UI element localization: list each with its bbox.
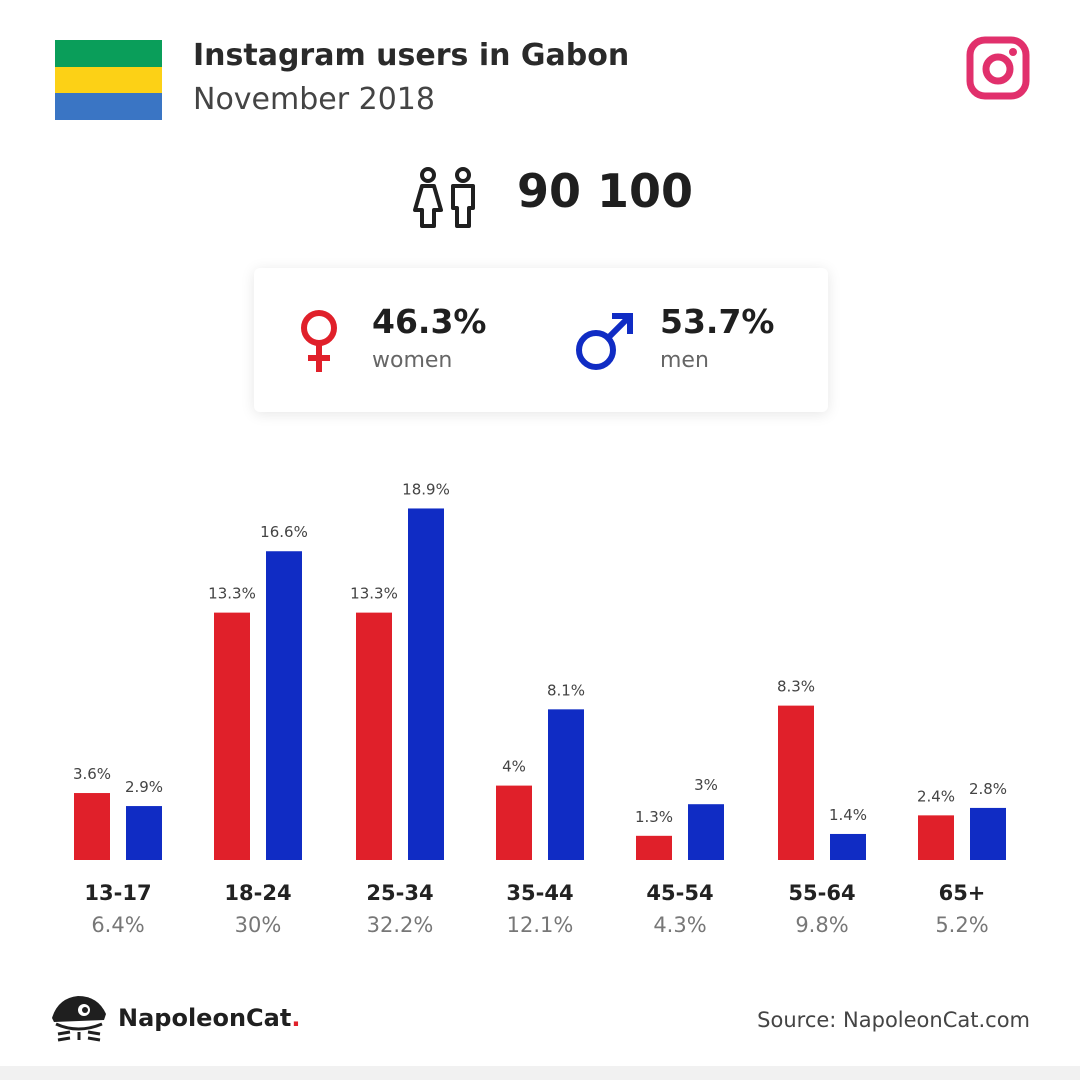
bar-18-24-series-1 xyxy=(266,551,302,860)
bar-55-64-series-1 xyxy=(830,833,866,860)
female-symbol-icon xyxy=(301,310,337,372)
age-group-total: 30% xyxy=(235,913,282,937)
bar-value-label: 4% xyxy=(502,758,526,776)
age-group-total: 6.4% xyxy=(91,913,144,937)
total-users: 90 100 xyxy=(517,164,694,218)
age-group-label: 65+ xyxy=(939,881,986,905)
age-group-label: 18-24 xyxy=(224,881,291,905)
source-credit: Source: NapoleonCat.com xyxy=(757,1008,1030,1032)
page-subtitle: November 2018 xyxy=(193,82,435,117)
bar-13-17-series-0 xyxy=(74,793,110,860)
age-group-label: 35-44 xyxy=(506,881,573,905)
age-group-label: 25-34 xyxy=(366,881,433,905)
brand-text: NapoleonCat xyxy=(118,1004,292,1032)
bar-25-34-series-0 xyxy=(356,612,392,860)
bar-18-24-series-0 xyxy=(214,612,250,860)
male-symbol-icon xyxy=(576,313,633,370)
bar-value-label: 13.3% xyxy=(208,585,256,603)
napoleoncat-logo-icon xyxy=(52,996,106,1042)
gabon-flag-icon xyxy=(55,40,162,120)
instagram-icon xyxy=(966,36,1030,100)
brand-name: NapoleonCat. xyxy=(118,1004,300,1032)
flag-stripe-green xyxy=(55,40,162,67)
age-group-label: 13-17 xyxy=(84,881,151,905)
bar-value-label: 2.8% xyxy=(969,780,1007,798)
age-group-total: 4.3% xyxy=(653,913,706,937)
age-group-label: 55-64 xyxy=(788,881,855,905)
age-gender-bar-chart: 3.6% 2.9% 13-17 6.4% 13.3% 16.6% 18-24 30% 13.3%… xyxy=(73,480,1007,937)
bar-value-label: 2.9% xyxy=(125,778,163,796)
gender-split-card: 46.3% women 53.7% men xyxy=(254,268,828,412)
bar-value-label: 18.9% xyxy=(402,480,450,498)
flag-stripe-yellow xyxy=(55,66,162,94)
bar-65+-series-0 xyxy=(918,815,954,860)
bar-value-label: 8.1% xyxy=(547,681,585,699)
people-icon xyxy=(413,167,475,228)
bottom-band xyxy=(0,1066,1080,1080)
bar-value-label: 8.3% xyxy=(777,678,815,696)
bar-value-label: 2.4% xyxy=(917,787,955,805)
bar-value-label: 1.4% xyxy=(829,806,867,824)
bar-25-34-series-1 xyxy=(408,508,444,860)
women-percentage: 46.3% xyxy=(372,302,487,341)
bar-45-54-series-1 xyxy=(688,804,724,860)
bar-35-44-series-0 xyxy=(496,785,532,860)
page-title: Instagram users in Gabon xyxy=(193,38,630,73)
bar-45-54-series-0 xyxy=(636,835,672,860)
bar-13-17-series-1 xyxy=(126,806,162,860)
bar-55-64-series-0 xyxy=(778,705,814,860)
age-group-total: 12.1% xyxy=(507,913,574,937)
bar-value-label: 1.3% xyxy=(635,808,673,826)
brand-dot: . xyxy=(291,1004,301,1032)
flag-stripe-blue xyxy=(55,93,162,120)
men-percentage: 53.7% xyxy=(660,302,775,341)
bar-value-label: 16.6% xyxy=(260,523,308,541)
bar-value-label: 13.3% xyxy=(350,585,398,603)
women-label: women xyxy=(372,348,453,373)
age-group-label: 45-54 xyxy=(646,881,713,905)
bar-value-label: 3.6% xyxy=(73,765,111,783)
bar-35-44-series-1 xyxy=(548,709,584,860)
men-label: men xyxy=(660,348,709,373)
bar-value-label: 3% xyxy=(694,776,718,794)
age-group-total: 9.8% xyxy=(795,913,848,937)
age-group-total: 5.2% xyxy=(935,913,988,937)
bar-65+-series-1 xyxy=(970,807,1006,860)
age-group-total: 32.2% xyxy=(367,913,434,937)
